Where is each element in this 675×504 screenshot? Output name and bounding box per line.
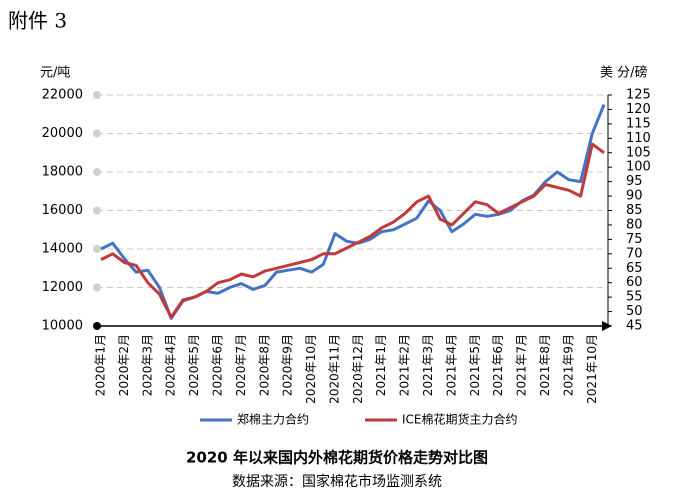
y-tick-label: 22000 [42,88,83,103]
x-axis-arrow [602,321,612,331]
y-axis-label: 元/吨 [40,66,70,81]
y2-tick-label: 100 [626,160,651,175]
y-tick-mark [93,283,101,292]
chart-title: 2020 年以来国内外棉花期货价格走势对比图 [186,449,488,467]
x-tick-label: 2020年8月 [257,334,271,396]
y2-tick-label: 80 [626,217,643,232]
x-tick-label: 2020年4月 [164,334,178,396]
x-tick-label: 2020年2月 [117,334,131,396]
x-tick-label: 2020年3月 [140,334,154,396]
y2-tick-label: 90 [626,189,643,204]
x-tick-label: 2021年1月 [374,334,388,396]
x-tick-label: 2020年11月 [327,334,341,404]
y2-tick-label: 55 [626,290,643,305]
y-tick-label: 16000 [42,203,83,218]
x-tick-label: 2021年8月 [538,334,552,396]
y2-tick-label: 95 [626,174,643,189]
x-tick-label: 2020年5月 [187,334,201,396]
x-tick-label: 2021年2月 [398,334,412,396]
series-line [100,142,605,319]
x-tick-label: 2020年1月 [94,334,108,396]
y-tick-mark [93,245,101,253]
y-tick-mark [93,168,101,176]
y2-tick-label: 115 [626,116,651,131]
y-tick-label: 20000 [42,126,83,141]
x-tick-label: 2021年3月 [421,334,435,396]
y2-axis-label: 美 分/磅 [600,65,648,81]
x-tick-label: 2021年5月 [468,334,482,396]
y2-tick-label: 75 [626,232,643,247]
x-tick-label: 2020年6月 [210,334,224,396]
x-tick-label: 2021年6月 [491,334,505,396]
y2-tick-label: 50 [626,304,643,319]
x-tick-label: 2020年9月 [281,334,295,396]
y-tick-label: 18000 [42,165,83,180]
y2-tick-label: 70 [626,246,643,261]
page-header: 附件 3 [8,9,67,33]
y2-tick-label: 45 [626,319,643,334]
y2-tick-label: 65 [626,261,643,276]
y-tick-mark [93,129,101,138]
x-tick-label: 2021年9月 [561,334,575,396]
y-tick-mark [93,206,101,215]
y2-tick-label: 120 [626,102,651,117]
y-tick-label: 12000 [42,280,83,295]
y2-tick-label: 105 [626,145,651,160]
x-tick-label: 2020年10月 [304,334,318,404]
x-tick-label: 2021年7月 [515,334,529,396]
y2-tick-label: 60 [626,275,643,290]
chart-subtitle: 数据来源：国家棉花市场监测系统 [232,473,442,490]
y-tick-label: 14000 [42,242,83,257]
legend-label: ICE棉花期货主力合约 [402,412,518,427]
series-line [100,104,606,320]
x-tick-label: 2020年7月 [234,334,248,396]
x-tick-label: 2020年12月 [351,334,365,404]
y2-tick-label: 85 [626,203,643,218]
y2-tick-label: 125 [626,88,651,103]
y2-tick-label: 110 [626,131,651,146]
x-tick-label: 2021年10月 [585,334,599,404]
y-tick-mark [93,91,101,99]
legend-label: 郑棉主力合约 [237,412,309,427]
x-tick-label: 2021年4月 [444,334,458,396]
y-tick-label: 10000 [42,319,83,334]
